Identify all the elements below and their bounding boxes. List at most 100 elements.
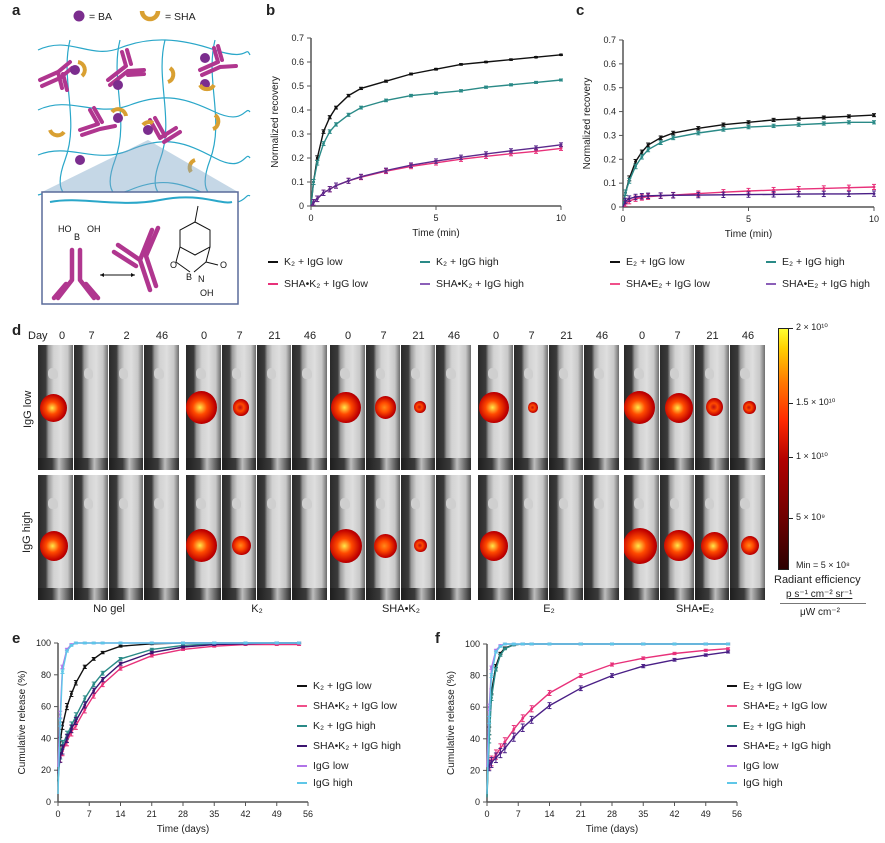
panel-d-label: d — [12, 322, 22, 339]
series-line — [57, 642, 300, 795]
series-line — [622, 192, 875, 208]
data-point — [822, 122, 826, 125]
sha-crescents — [48, 60, 221, 174]
mouse-legs — [186, 457, 221, 470]
data-point — [503, 740, 507, 744]
data-point — [92, 689, 96, 693]
mouse-head — [704, 367, 715, 379]
data-point — [747, 193, 750, 196]
mouse-head — [47, 367, 58, 379]
mouse-legs — [109, 587, 143, 600]
series-line — [486, 643, 729, 795]
mouse-legs — [624, 587, 659, 600]
data-point — [530, 642, 534, 646]
mouse-legs — [584, 457, 619, 470]
mouse-legs — [74, 587, 108, 600]
data-point — [65, 705, 69, 708]
series-line — [57, 643, 300, 768]
legend-swatch — [268, 283, 278, 286]
legend-swatch — [420, 283, 430, 286]
legend-sha-text: = SHA — [165, 11, 196, 23]
mouse-legs — [366, 457, 400, 470]
data-point — [847, 120, 851, 124]
legend-f-item-2: E₂ + IgG high — [727, 720, 806, 732]
legend-swatch — [297, 725, 307, 728]
series-line — [57, 642, 300, 782]
mouse-head — [301, 497, 312, 509]
y-tick-label: 60 — [470, 702, 480, 712]
data-point — [847, 192, 851, 196]
legend-e-item-3: SHA•K₂ + IgG high — [297, 740, 401, 752]
data-point — [772, 188, 775, 192]
mouse-image — [366, 475, 401, 600]
x-axis-label: Time (min) — [412, 228, 459, 239]
data-point — [704, 642, 708, 646]
inset-box — [41, 191, 239, 305]
mouse-head — [445, 367, 456, 379]
legend-swatch — [297, 745, 307, 748]
y-tick-label: 0.7 — [291, 33, 304, 43]
mouse-legs — [330, 457, 365, 470]
chart-b: 0 5 10 0 0.1 0.2 0.3 0.4 0.5 0.6 0.7 Time (min) Norm… — [270, 33, 566, 239]
antibodies — [38, 44, 238, 144]
arrowheads — [100, 273, 135, 277]
legend-f-item-1: SHA•E₂ + IgG low — [727, 700, 827, 712]
data-point — [646, 143, 650, 147]
inset-oh-text: OH — [87, 224, 101, 234]
mouse-legs — [257, 587, 291, 600]
data-point — [624, 199, 627, 203]
fluorescence-signal — [528, 401, 539, 413]
data-point — [534, 149, 538, 153]
data-point — [847, 114, 851, 118]
data-point — [509, 149, 513, 153]
mouse-image — [222, 345, 257, 470]
colorbar-unit-numerator: p s⁻¹ cm⁻² sr⁻¹ — [786, 589, 853, 600]
x-tick-label: 28 — [607, 809, 617, 819]
x-tick-label: 10 — [869, 214, 879, 224]
y-tick-label: 0.5 — [291, 81, 304, 91]
legend-f-item-4: IgG low — [727, 760, 779, 772]
data-point — [872, 185, 876, 189]
data-point — [334, 184, 338, 188]
mouse-image — [478, 345, 514, 470]
data-point — [634, 165, 637, 168]
x-axis-label: Time (min) — [725, 229, 772, 240]
y-tick-label: 0.2 — [603, 154, 616, 164]
day-label: 21 — [560, 330, 573, 342]
y-tick-label: 0 — [299, 201, 304, 211]
data-point — [534, 146, 538, 150]
data-point — [150, 651, 154, 654]
series-1 — [486, 647, 731, 770]
fluorescence-signal — [624, 391, 656, 425]
legend-swatch — [420, 261, 430, 264]
data-point — [74, 714, 78, 718]
mouse-legs — [366, 587, 400, 600]
data-point — [328, 187, 332, 191]
series-line — [310, 144, 562, 207]
y-tick-label: 0.2 — [291, 153, 304, 163]
colorbar-unit-divider — [780, 603, 866, 604]
mouse-image — [109, 345, 144, 470]
colorbar-tick-1e10: 1 × 10¹⁰ — [789, 451, 828, 461]
data-point — [797, 117, 801, 121]
y-tick-label: 0 — [611, 202, 616, 212]
data-point — [92, 641, 96, 645]
legend-swatch — [268, 261, 278, 264]
data-point — [559, 78, 563, 82]
mouse-legs — [401, 587, 435, 600]
mouse-head — [266, 497, 277, 509]
inset-n-text: N — [198, 274, 205, 284]
mouse-image — [222, 475, 257, 600]
legend-swatch — [727, 765, 737, 768]
x-tick-label: 49 — [272, 809, 282, 819]
y-tick-label: 0.6 — [291, 57, 304, 67]
day-label: 21 — [268, 330, 281, 342]
mouse-image — [257, 345, 292, 470]
mouse-head — [118, 367, 129, 379]
y-axis-label: Cumulative release (%) — [446, 671, 457, 775]
data-point — [534, 81, 538, 84]
ba-spheres — [70, 53, 210, 165]
mouse-head — [339, 367, 350, 379]
y-tick-label: 80 — [41, 670, 51, 680]
